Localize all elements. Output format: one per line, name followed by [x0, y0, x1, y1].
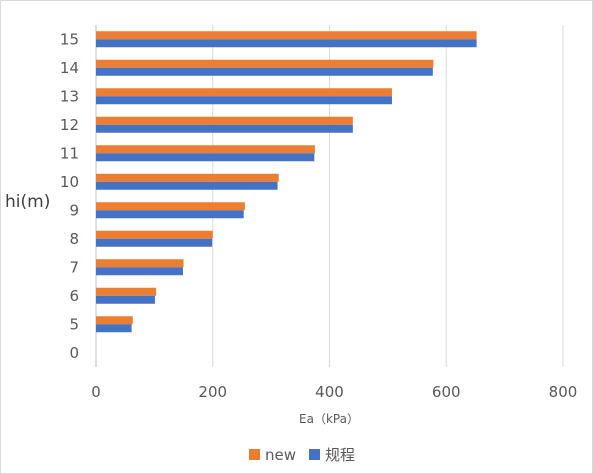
y-tick-0: 0: [69, 344, 79, 362]
bar-guicheng-11: [96, 153, 315, 162]
bar-new-7: [96, 259, 184, 268]
x-tick-400: 400: [315, 383, 344, 401]
legend-label-guicheng: 规程: [325, 446, 355, 464]
x-tick-600: 600: [432, 383, 461, 401]
bar-guicheng-12: [96, 124, 353, 133]
legend-swatch-new: [249, 449, 260, 460]
bars: [96, 31, 477, 333]
y-tick-8: 8: [69, 230, 79, 248]
bar-new-6: [96, 287, 157, 296]
x-axis-label: Ea（kPa）: [299, 412, 359, 426]
y-tick-10: 10: [60, 173, 79, 191]
bar-new-11: [96, 145, 315, 154]
y-tick-13: 13: [60, 87, 79, 105]
y-tick-12: 12: [60, 116, 79, 134]
x-tick-0: 0: [91, 383, 101, 401]
bar-new-9: [96, 202, 245, 211]
x-tick-800: 800: [549, 383, 578, 401]
bar-guicheng-9: [96, 210, 244, 219]
bar-guicheng-10: [96, 181, 278, 190]
y-tick-7: 7: [69, 258, 79, 276]
bar-new-8: [96, 230, 213, 239]
bar-guicheng-6: [96, 295, 155, 304]
bar-guicheng-13: [96, 96, 392, 105]
y-tick-15: 15: [60, 30, 79, 48]
y-axis-label: hi(m): [5, 192, 50, 212]
x-tick-200: 200: [198, 383, 227, 401]
bar-new-12: [96, 116, 353, 125]
legend-swatch-guicheng: [309, 449, 320, 460]
y-tick-labels: 0 5 6 7 8 9 10 11 12 13 14 15: [60, 30, 79, 362]
gridlines: [95, 25, 564, 367]
y-tick-6: 6: [69, 287, 79, 305]
legend: new 规程: [249, 446, 355, 464]
bar-new-13: [96, 88, 392, 97]
bar-guicheng-5: [96, 324, 132, 333]
bar-guicheng-14: [96, 67, 433, 76]
bar-guicheng-7: [96, 267, 183, 276]
y-tick-5: 5: [69, 315, 79, 333]
bar-new-10: [96, 173, 279, 182]
bar-guicheng-8: [96, 238, 213, 247]
y-tick-11: 11: [60, 144, 79, 162]
bar-guicheng-15: [96, 39, 477, 48]
y-tick-14: 14: [60, 59, 79, 77]
x-tick-labels: 0 200 400 600 800: [91, 383, 577, 401]
y-tick-9: 9: [69, 201, 79, 219]
bar-new-5: [96, 316, 133, 325]
bar-new-15: [96, 31, 477, 40]
legend-label-new: new: [265, 446, 296, 464]
bar-new-14: [96, 59, 434, 68]
